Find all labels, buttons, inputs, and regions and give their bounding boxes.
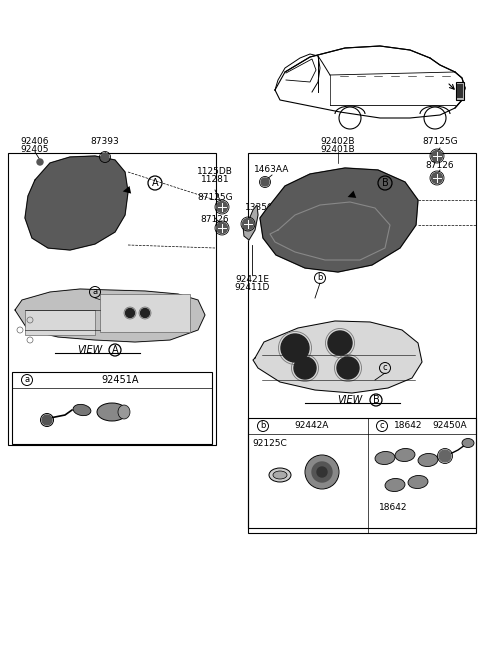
Bar	[8, 153, 216, 445]
Text: a: a	[24, 376, 30, 384]
Ellipse shape	[375, 451, 395, 464]
Text: 92411D: 92411D	[234, 284, 270, 292]
Circle shape	[432, 150, 443, 162]
Text: 87126: 87126	[426, 160, 454, 170]
Circle shape	[101, 153, 109, 161]
Circle shape	[216, 223, 228, 233]
Circle shape	[42, 415, 52, 425]
Text: 11281: 11281	[201, 175, 229, 183]
Ellipse shape	[73, 404, 91, 416]
Circle shape	[328, 331, 352, 355]
Text: c: c	[383, 363, 387, 373]
Text: 87125G: 87125G	[197, 194, 233, 202]
Polygon shape	[260, 168, 418, 272]
Circle shape	[281, 334, 309, 362]
Circle shape	[37, 159, 43, 165]
Bar	[456, 82, 464, 100]
Circle shape	[125, 309, 134, 317]
Text: VIEW: VIEW	[337, 395, 362, 405]
Ellipse shape	[118, 405, 130, 419]
Text: 92406: 92406	[21, 137, 49, 147]
Text: 1463AA: 1463AA	[254, 166, 290, 175]
Text: 18642: 18642	[379, 503, 407, 512]
Circle shape	[312, 462, 332, 482]
Text: A: A	[112, 345, 118, 355]
Text: 92402B: 92402B	[321, 137, 355, 147]
Text: 1125DB: 1125DB	[197, 166, 233, 175]
Ellipse shape	[395, 449, 415, 461]
Ellipse shape	[462, 438, 474, 447]
Polygon shape	[243, 205, 258, 240]
Ellipse shape	[408, 476, 428, 489]
Text: 87393: 87393	[91, 137, 120, 147]
Ellipse shape	[385, 478, 405, 491]
Text: 87126: 87126	[201, 215, 229, 225]
Text: a: a	[93, 288, 97, 296]
Bar	[100, 294, 190, 332]
Bar	[248, 418, 476, 533]
Circle shape	[306, 456, 338, 488]
Bar	[248, 153, 476, 528]
Text: 92405: 92405	[21, 145, 49, 154]
Ellipse shape	[273, 471, 287, 479]
Bar	[12, 372, 212, 444]
Ellipse shape	[269, 468, 291, 482]
Text: 87125G: 87125G	[422, 137, 458, 147]
Text: 92421E: 92421E	[235, 275, 269, 284]
Text: 18642: 18642	[394, 422, 422, 430]
Circle shape	[141, 309, 149, 317]
Text: b: b	[317, 273, 323, 283]
Text: 92401B: 92401B	[321, 145, 355, 154]
Text: B: B	[372, 395, 379, 405]
Text: 1335CA: 1335CA	[245, 204, 281, 212]
Text: 92451A: 92451A	[101, 375, 139, 385]
Circle shape	[242, 219, 253, 229]
Circle shape	[261, 178, 269, 186]
Polygon shape	[15, 289, 205, 342]
Circle shape	[432, 173, 443, 183]
Polygon shape	[25, 156, 128, 250]
Text: 92125C: 92125C	[252, 438, 288, 447]
Polygon shape	[253, 321, 422, 393]
Text: b: b	[260, 422, 266, 430]
Bar	[25, 310, 95, 335]
Circle shape	[337, 357, 359, 379]
Text: 92450A: 92450A	[432, 422, 468, 430]
Text: B: B	[382, 178, 388, 188]
Ellipse shape	[97, 403, 127, 421]
Circle shape	[216, 202, 228, 212]
Text: 92442A: 92442A	[295, 422, 329, 430]
Ellipse shape	[418, 453, 438, 466]
Circle shape	[439, 450, 451, 462]
Text: c: c	[380, 422, 384, 430]
Circle shape	[317, 467, 327, 477]
Text: A: A	[152, 178, 158, 188]
Text: VIEW: VIEW	[77, 345, 103, 355]
Circle shape	[294, 357, 316, 379]
Bar	[457, 84, 463, 98]
